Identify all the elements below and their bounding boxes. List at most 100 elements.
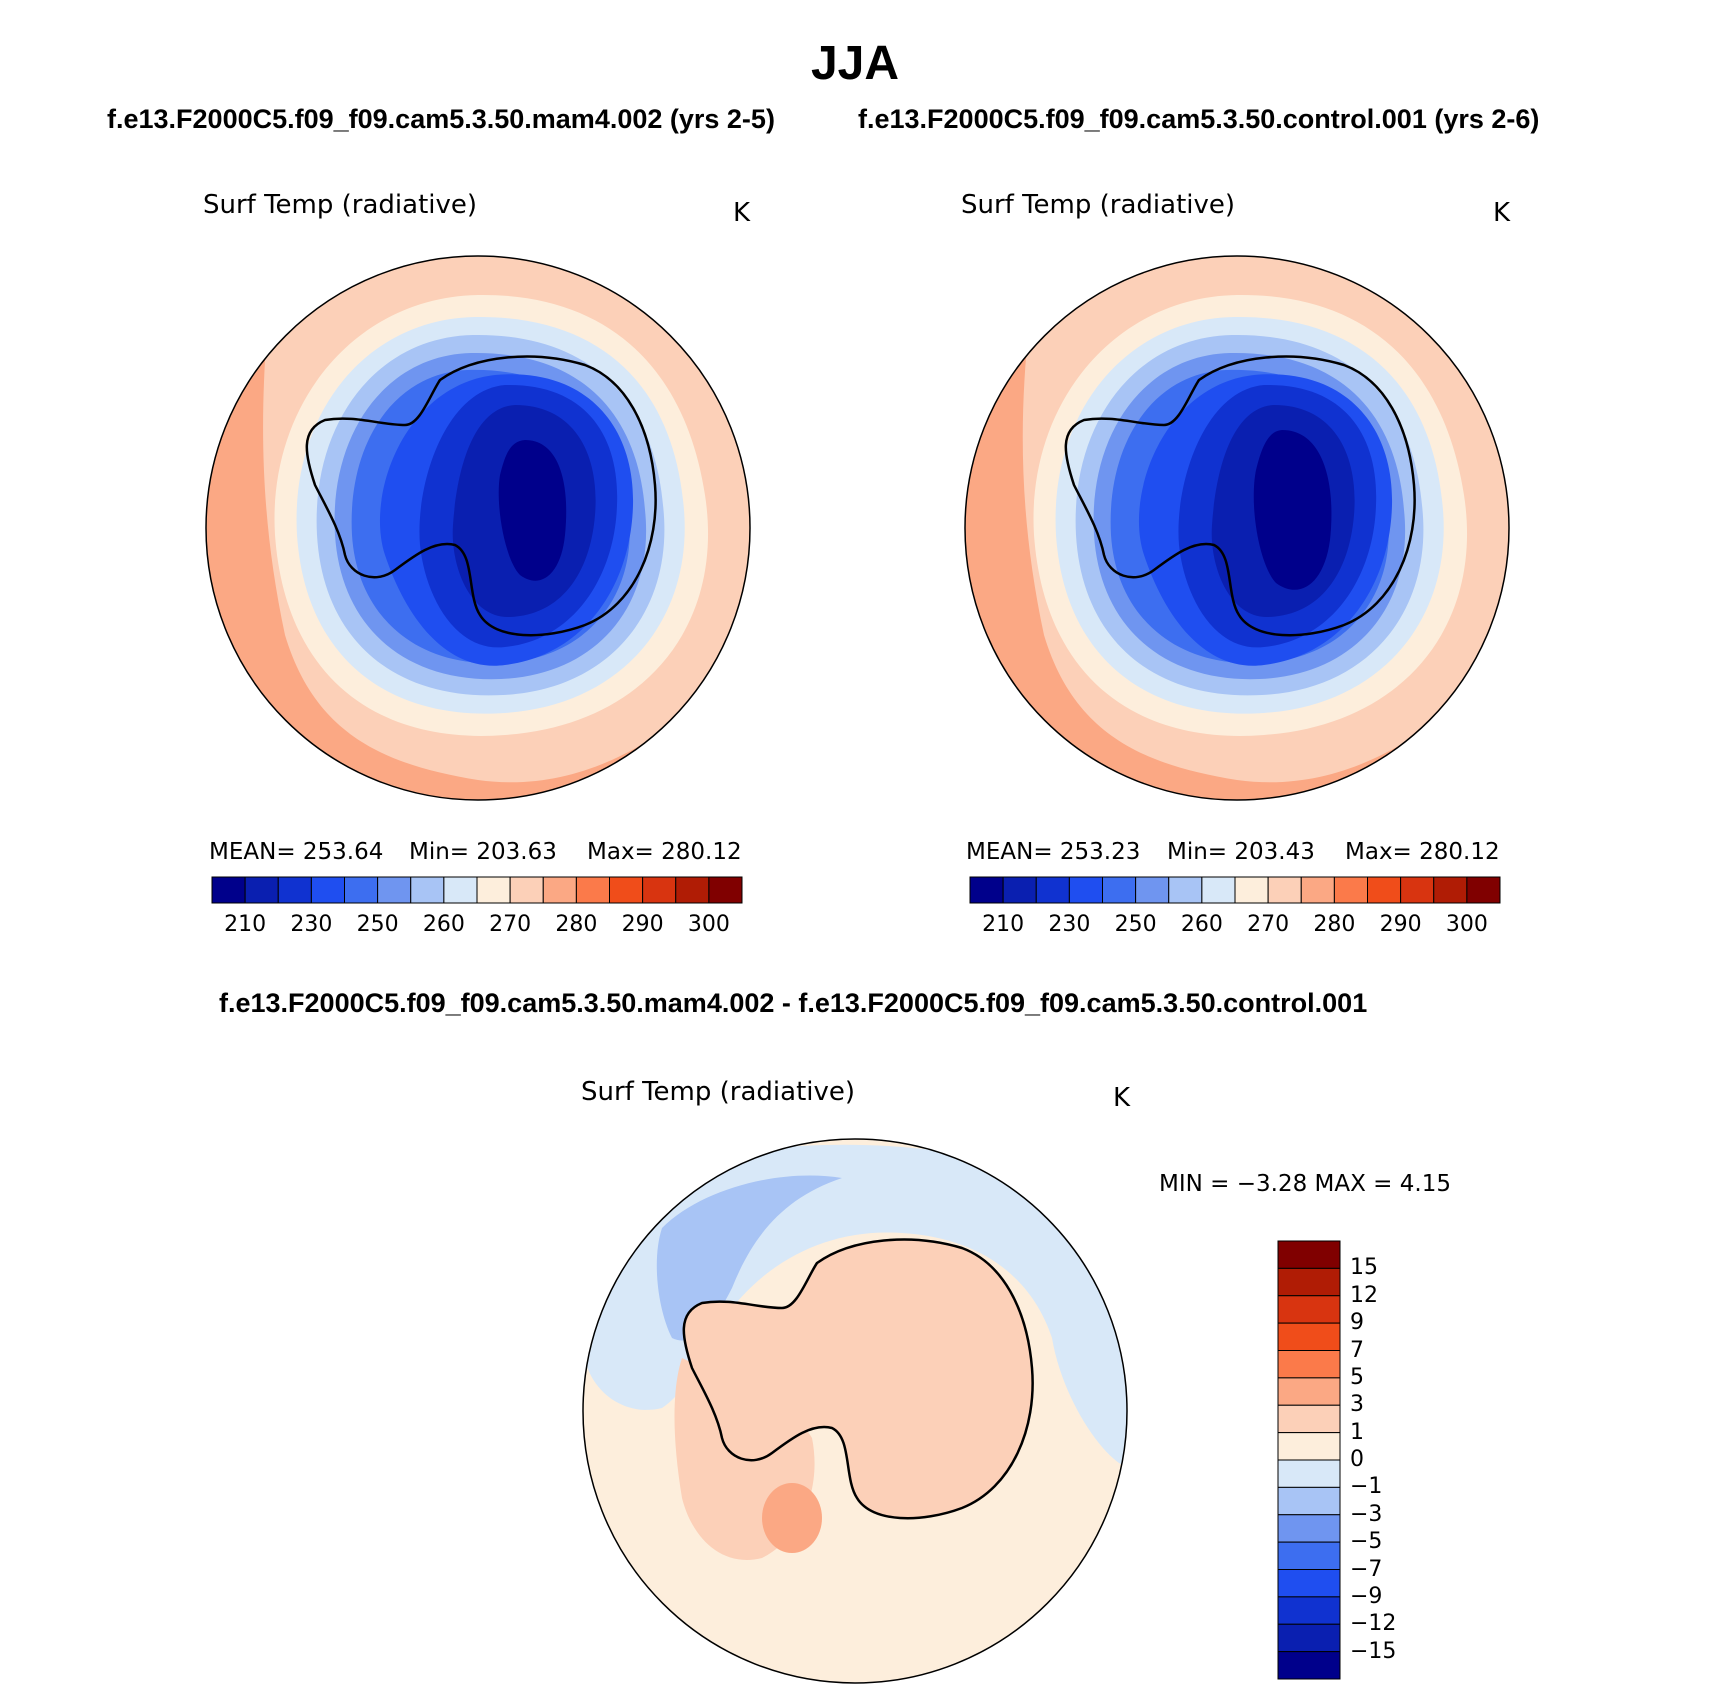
- right-colorbar-swatch: [1234, 876, 1269, 904]
- difference-colorbar-swatch: [1277, 1267, 1341, 1297]
- left-colorbar-swatch: [443, 876, 478, 904]
- right-polar-map: [964, 255, 1510, 801]
- left-colorbar-swatch: [344, 876, 379, 904]
- difference-colorbar-tick-label: −9: [1350, 1583, 1383, 1609]
- left-polar-map: [205, 255, 751, 801]
- page-title: JJA: [810, 37, 900, 90]
- right-colorbar-tick-label: 300: [1445, 912, 1488, 937]
- difference-header: f.e13.F2000C5.f09_f09.cam5.3.50.mam4.002…: [219, 988, 1368, 1018]
- difference-colorbar-tick-label: 12: [1350, 1282, 1378, 1308]
- right-colorbar-swatch: [1267, 876, 1302, 904]
- left-case-header: f.e13.F2000C5.f09_f09.cam5.3.50.mam4.002…: [107, 104, 775, 134]
- right-units-label: K: [1493, 198, 1511, 228]
- difference-colorbar: [1277, 1240, 1341, 1680]
- left-colorbar-tick-label: 260: [422, 912, 465, 937]
- difference-colorbar-swatch: [1277, 1432, 1341, 1461]
- difference-colorbar-tick-label: −7: [1350, 1556, 1383, 1582]
- difference-colorbar-tick-label: 0: [1350, 1447, 1364, 1472]
- left-colorbar-tick-label: 280: [555, 912, 598, 937]
- left-colorbar-tick-label: 300: [687, 912, 730, 937]
- left-colorbar-swatch: [211, 876, 246, 904]
- left-colorbar-tick-label: 290: [621, 912, 664, 937]
- left-colorbar-tick-label: 230: [290, 912, 333, 937]
- right-colorbar-labels: 210 230 250 260 270 280 290 300: [970, 912, 1500, 942]
- right-colorbar-swatch: [1400, 876, 1435, 904]
- left-colorbar: [211, 876, 743, 904]
- right-max-stat: Max= 280.12: [1345, 839, 1500, 865]
- right-colorbar-tick-label: 260: [1180, 912, 1223, 937]
- right-colorbar-tick-label: 230: [1048, 912, 1091, 937]
- right-colorbar-swatch: [1466, 876, 1501, 904]
- difference-colorbar-tick-label: 3: [1350, 1392, 1364, 1418]
- difference-colorbar-swatch: [1277, 1569, 1341, 1598]
- right-colorbar-tick-label: 280: [1313, 912, 1356, 937]
- left-variable-label: Surf Temp (radiative): [203, 190, 478, 220]
- difference-colorbar-swatch: [1277, 1240, 1341, 1269]
- right-colorbar-swatch: [1002, 876, 1037, 904]
- right-colorbar-swatch: [1201, 876, 1236, 904]
- left-colorbar-swatch: [310, 876, 345, 904]
- difference-colorbar-swatch: [1277, 1295, 1341, 1324]
- left-colorbar-swatch: [642, 876, 677, 904]
- right-colorbar: [969, 876, 1501, 904]
- diff-minmax-stat: MIN = −3.28 MAX = 4.15: [1159, 1171, 1451, 1197]
- left-colorbar-swatch: [575, 876, 610, 904]
- difference-colorbar-swatch: [1277, 1377, 1341, 1406]
- left-colorbar-swatch: [244, 876, 279, 904]
- right-colorbar-tick-label: 250: [1114, 912, 1157, 937]
- right-colorbar-swatch: [1333, 876, 1368, 904]
- left-colorbar-swatch: [377, 876, 412, 904]
- left-colorbar-swatch: [542, 876, 577, 904]
- right-min-stat: Min= 203.43: [1167, 839, 1315, 865]
- difference-colorbar-swatch: [1277, 1623, 1341, 1653]
- difference-colorbar-tick-label: −1: [1350, 1474, 1383, 1500]
- right-colorbar-swatch: [1102, 876, 1137, 904]
- right-colorbar-swatch: [969, 876, 1004, 904]
- difference-colorbar-tick-label: 9: [1350, 1310, 1364, 1336]
- left-colorbar-tick-label: 270: [489, 912, 532, 937]
- left-colorbar-swatch: [609, 876, 644, 904]
- left-colorbar-tick-label: 210: [224, 912, 267, 937]
- right-colorbar-swatch: [1068, 876, 1103, 904]
- difference-colorbar-tick-label: 15: [1350, 1255, 1378, 1281]
- left-colorbar-swatch: [675, 876, 710, 904]
- difference-colorbar-tick-label: −12: [1350, 1611, 1397, 1637]
- right-colorbar-swatch: [1300, 876, 1335, 904]
- left-colorbar-labels: 210 230 250 260 270 280 290 300: [212, 912, 742, 942]
- difference-colorbar-tick-label: −3: [1350, 1501, 1383, 1527]
- difference-colorbar-swatch: [1277, 1596, 1341, 1625]
- difference-colorbar-swatch: [1277, 1404, 1341, 1434]
- right-colorbar-tick-label: 290: [1379, 912, 1422, 937]
- right-colorbar-swatch: [1168, 876, 1203, 904]
- left-colorbar-swatch: [509, 876, 544, 904]
- difference-colorbar-swatch: [1277, 1459, 1341, 1488]
- difference-colorbar-swatch: [1277, 1514, 1341, 1543]
- right-case-header: f.e13.F2000C5.f09_f09.cam5.3.50.control.…: [858, 104, 1540, 134]
- diff-variable-label: Surf Temp (radiative): [581, 1077, 856, 1107]
- difference-colorbar-tick-label: 1: [1350, 1419, 1364, 1445]
- difference-colorbar-tick-label: 5: [1350, 1364, 1364, 1390]
- difference-colorbar-swatch: [1277, 1350, 1341, 1379]
- difference-colorbar-swatch: [1277, 1322, 1341, 1351]
- left-colorbar-swatch: [410, 876, 445, 904]
- left-max-stat: Max= 280.12: [587, 839, 742, 865]
- difference-colorbar-swatch: [1277, 1651, 1341, 1680]
- right-mean-stat: MEAN= 253.23: [966, 839, 1141, 865]
- right-colorbar-swatch: [1035, 876, 1070, 904]
- difference-colorbar-tick-label: −15: [1350, 1638, 1397, 1664]
- difference-colorbar-tick-label: −5: [1350, 1529, 1383, 1555]
- left-units-label: K: [733, 198, 751, 228]
- difference-colorbar-labels: 15 12 9 7 5 3 1 0 −1 −3 −5 −7 −9 −12 −15: [1350, 1241, 1450, 1679]
- difference-polar-map: [582, 1138, 1128, 1684]
- right-variable-label: Surf Temp (radiative): [961, 190, 1236, 220]
- left-colorbar-swatch: [277, 876, 312, 904]
- left-colorbar-swatch: [476, 876, 511, 904]
- right-colorbar-tick-label: 270: [1247, 912, 1290, 937]
- diff-units-label: K: [1113, 1083, 1131, 1113]
- left-colorbar-swatch: [708, 876, 743, 904]
- difference-colorbar-swatch: [1277, 1541, 1341, 1570]
- right-colorbar-swatch: [1367, 876, 1402, 904]
- difference-colorbar-tick-label: 7: [1350, 1337, 1364, 1363]
- left-min-stat: Min= 203.63: [409, 839, 557, 865]
- difference-colorbar-swatch: [1277, 1486, 1341, 1516]
